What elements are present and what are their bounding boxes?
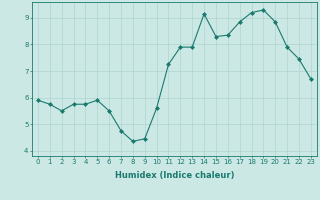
X-axis label: Humidex (Indice chaleur): Humidex (Indice chaleur) [115, 171, 234, 180]
